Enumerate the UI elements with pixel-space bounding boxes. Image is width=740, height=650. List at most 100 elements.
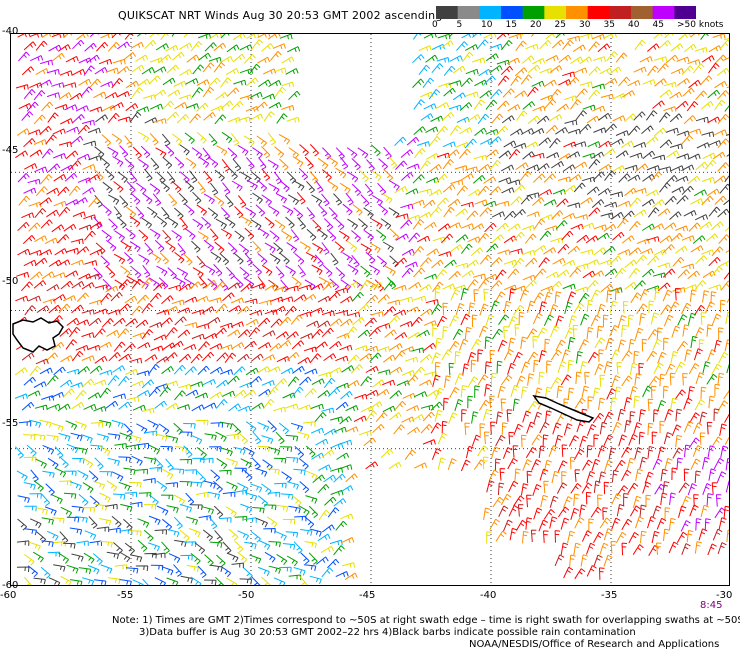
wind-barb	[467, 351, 477, 364]
wind-barb	[197, 565, 207, 578]
wind-barb	[588, 66, 601, 76]
wind-barb	[388, 156, 398, 169]
wind-barb	[165, 402, 179, 411]
wind-barb	[575, 371, 582, 385]
wind-barb	[700, 34, 709, 40]
wind-barb	[81, 577, 95, 585]
wind-barb	[179, 481, 193, 487]
wind-barb	[496, 59, 510, 66]
wind-barb	[125, 368, 139, 376]
wind-barb	[476, 39, 489, 50]
wind-barb	[94, 284, 108, 290]
wind-barb	[108, 352, 121, 362]
wind-barb	[491, 211, 505, 218]
wind-barb	[245, 367, 259, 376]
wind-barb	[290, 229, 300, 242]
wind-barb	[416, 141, 430, 147]
wind-barb	[84, 530, 97, 540]
wind-barb	[60, 118, 74, 125]
wind-barb	[333, 545, 345, 556]
wind-barb	[383, 306, 396, 316]
legend-swatch	[501, 6, 524, 19]
wind-barb	[521, 434, 527, 448]
wind-barb	[527, 400, 539, 412]
wind-barb	[477, 445, 489, 457]
wind-barb	[490, 421, 496, 435]
wind-barb	[642, 385, 653, 398]
wind-barb	[93, 406, 107, 412]
wind-barb	[567, 359, 574, 373]
wind-barb	[672, 447, 683, 459]
wind-barb	[34, 235, 48, 243]
wind-barb	[144, 354, 158, 362]
wind-barb	[101, 318, 114, 328]
wind-barb	[226, 44, 240, 53]
wind-barb	[237, 116, 251, 122]
wind-barb	[597, 188, 611, 196]
wind-barb	[184, 366, 197, 376]
wind-barb	[414, 148, 426, 159]
wind-barb	[228, 403, 242, 412]
wind-barb	[576, 420, 586, 433]
wind-barb	[717, 138, 729, 149]
wind-barb	[561, 349, 571, 362]
wind-barb	[641, 125, 654, 134]
wind-barb	[48, 259, 62, 267]
wind-barb	[300, 529, 313, 536]
legend-label: 15	[505, 20, 517, 30]
wind-barb	[641, 338, 648, 352]
wind-barb	[41, 271, 55, 280]
wind-barb	[303, 421, 316, 427]
wind-barb	[538, 137, 552, 146]
wind-barb	[326, 229, 337, 242]
wind-barb	[328, 291, 341, 301]
wind-barb	[188, 528, 201, 538]
wind-barb	[579, 34, 593, 39]
wind-barb	[220, 228, 232, 240]
wind-barb	[566, 76, 580, 87]
wind-barb	[431, 259, 444, 269]
wind-barb	[227, 147, 238, 160]
wind-barb	[603, 481, 610, 495]
wind-barb	[278, 340, 292, 349]
wind-barb	[675, 175, 689, 183]
wind-barb	[452, 65, 466, 74]
wind-barb	[126, 396, 140, 402]
wind-barb	[617, 200, 631, 207]
wind-barb	[653, 127, 667, 137]
wind-barb	[489, 518, 500, 530]
wind-barb	[412, 54, 425, 64]
lon-label-40: -40	[480, 590, 497, 601]
wind-barb	[510, 196, 523, 206]
wind-barb	[718, 234, 729, 245]
wind-barb	[339, 344, 353, 351]
wind-barb	[520, 386, 529, 399]
wind-barb	[60, 164, 74, 172]
wind-barb	[650, 385, 657, 399]
wind-barb	[670, 350, 679, 364]
wind-barb	[520, 483, 529, 496]
wind-barb	[273, 577, 286, 585]
wind-barb	[588, 158, 601, 170]
wind-barb	[459, 338, 469, 351]
wind-barb	[555, 220, 568, 230]
wind-barb	[711, 266, 723, 277]
wind-barb	[306, 180, 315, 194]
wind-barb	[624, 420, 632, 433]
wind-barb	[500, 374, 513, 386]
wind-barb	[346, 380, 360, 388]
wind-barb	[138, 131, 150, 143]
wind-barb	[105, 503, 118, 510]
wind-barb	[425, 54, 438, 63]
wind-barb	[496, 125, 509, 136]
wind-barb	[315, 438, 329, 446]
wind-barb	[587, 396, 594, 409]
wind-barb	[508, 337, 516, 350]
wind-barb	[557, 176, 571, 182]
wind-barb	[508, 149, 521, 160]
wind-barb	[147, 419, 159, 430]
wind-barb	[237, 306, 250, 315]
wind-barb	[645, 110, 658, 121]
wind-barb	[104, 92, 118, 99]
wind-barb	[251, 283, 265, 290]
